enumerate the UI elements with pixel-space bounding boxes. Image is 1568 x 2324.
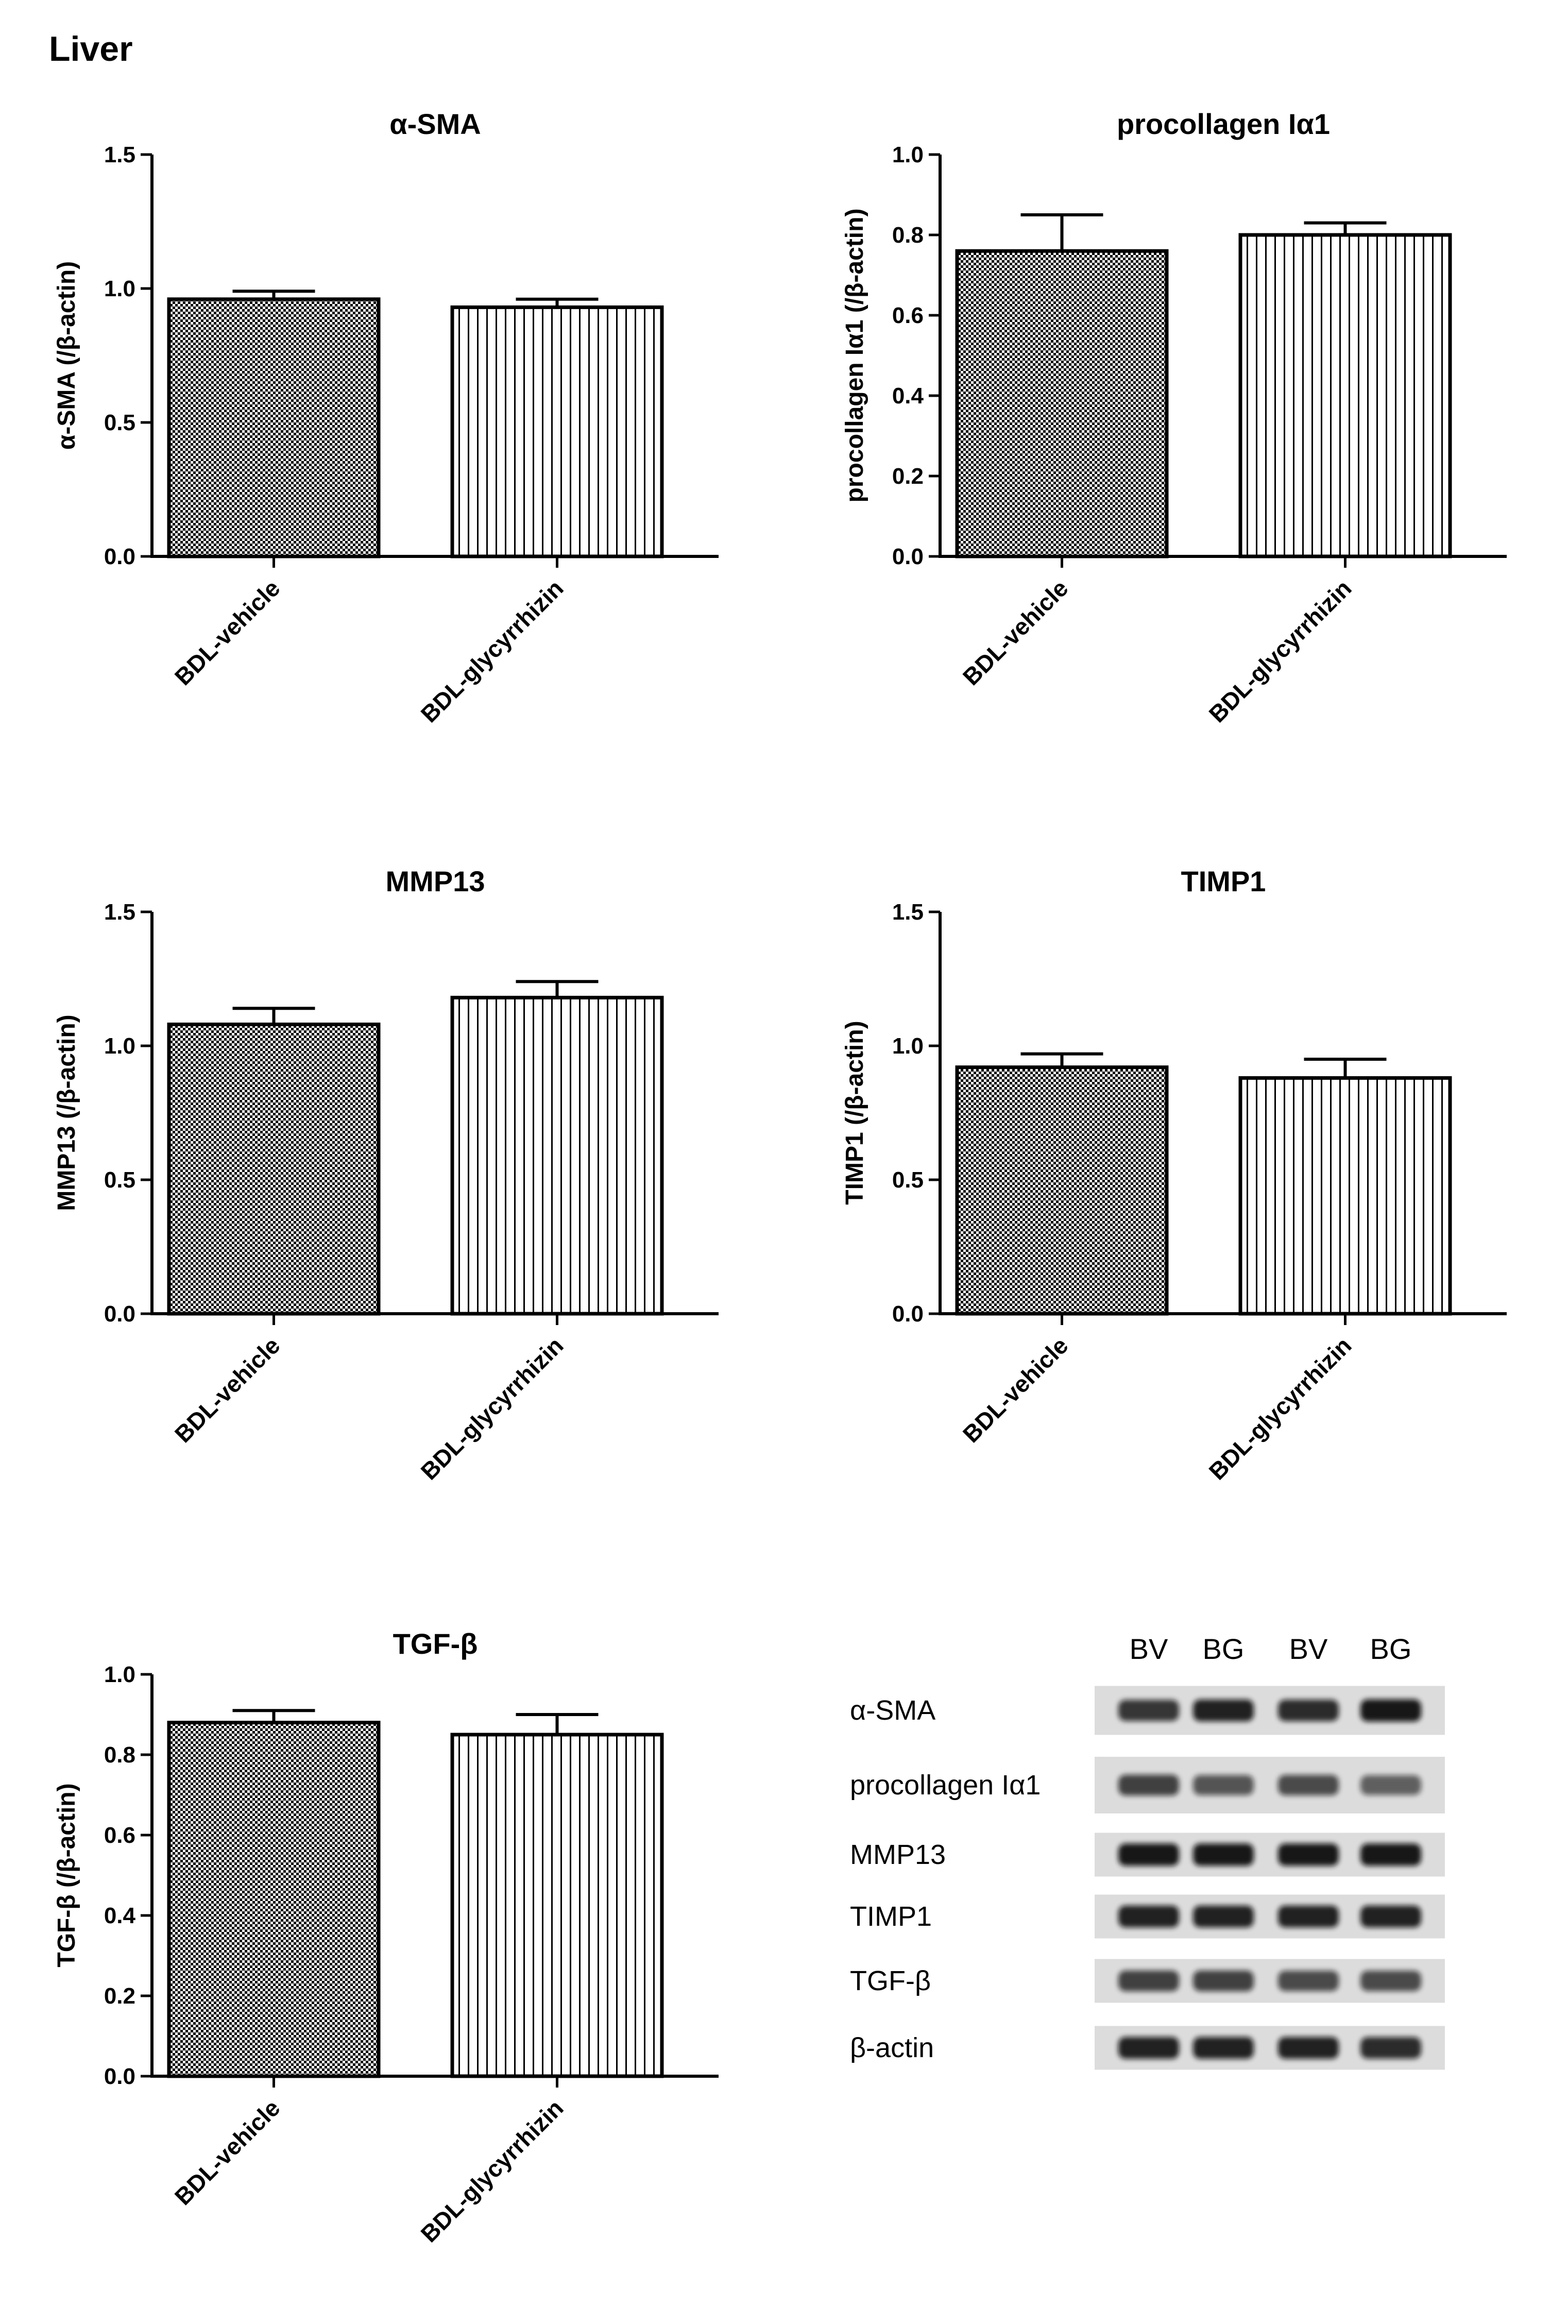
y-tick-label: 0.4 bbox=[892, 383, 924, 409]
y-tick-label: 0.4 bbox=[104, 1903, 136, 1928]
y-tick-label: 1.0 bbox=[892, 1033, 924, 1059]
blot-band bbox=[1193, 1970, 1254, 1992]
chart-timp1: TIMP1 TIMP1 (/β-actin) 0.0 0.5 1.0 1.5 BDL-veh… bbox=[841, 865, 1507, 1485]
x-category-label: BDL-vehicle bbox=[958, 1332, 1073, 1448]
x-category-label: BDL-vehicle bbox=[169, 574, 285, 690]
bar-bdl-glycyrrhizin bbox=[1238, 1076, 1452, 1316]
y-tick-label: 0.5 bbox=[104, 410, 135, 435]
chart-title: TGF-β bbox=[393, 1627, 478, 1660]
bar-bdl-vehicle bbox=[955, 1065, 1169, 1316]
y-tick-label: 0.0 bbox=[104, 544, 135, 569]
blot-band bbox=[1118, 1700, 1179, 1721]
y-tick-label: 1.0 bbox=[104, 1033, 135, 1059]
x-category-label: BDL-glycyrrhizin bbox=[416, 574, 569, 727]
chart-tgf-beta: TGF-β TGF-β (/β-actin) 0.0 0.2 0.4 0.6 0.8 1.0 B… bbox=[53, 1627, 719, 2247]
western-blot-panel: BV BG BV BG α-SMA procollagen Iα1 MMP13 TIMP1 TG… bbox=[850, 1633, 1445, 2070]
blot-band bbox=[1278, 1843, 1339, 1866]
blot-lane-label: BV bbox=[1130, 1633, 1168, 1665]
blot-band bbox=[1278, 1971, 1339, 1991]
y-axis-label: procollagen Iα1 (/β-actin) bbox=[841, 209, 868, 503]
y-tick-label: 1.0 bbox=[104, 276, 135, 301]
blot-lane-label: BG bbox=[1370, 1633, 1412, 1665]
y-tick-label: 0.5 bbox=[892, 1167, 924, 1193]
y-tick-label: 0.8 bbox=[104, 1742, 135, 1768]
bar-bdl-glycyrrhizin bbox=[450, 1733, 664, 2078]
blot-row-label: MMP13 bbox=[850, 1839, 946, 1870]
bar-bdl-glycyrrhizin bbox=[450, 995, 664, 1316]
blot-lane-label: BV bbox=[1289, 1633, 1328, 1665]
x-category-label: BDL-glycyrrhizin bbox=[1204, 574, 1357, 727]
blot-band bbox=[1278, 1905, 1339, 1928]
chart-title: procollagen Iα1 bbox=[1117, 108, 1330, 140]
blot-row-label: α-SMA bbox=[850, 1695, 935, 1726]
blot-row-label: TIMP1 bbox=[850, 1901, 932, 1932]
blot-band bbox=[1193, 1775, 1254, 1795]
y-tick-label: 1.5 bbox=[104, 142, 135, 167]
y-tick-label: 0.6 bbox=[892, 303, 924, 328]
y-tick-label: 0.0 bbox=[892, 544, 924, 569]
blot-band bbox=[1278, 1775, 1339, 1795]
blot-lane-label: BG bbox=[1203, 1633, 1245, 1665]
blot-band bbox=[1118, 1774, 1179, 1796]
bar-bdl-vehicle bbox=[167, 297, 381, 558]
blot-band bbox=[1118, 1905, 1179, 1928]
blot-band bbox=[1360, 2037, 1421, 2059]
blot-band bbox=[1193, 1843, 1254, 1866]
y-tick-label: 0.0 bbox=[104, 2064, 135, 2089]
y-tick-label: 0.5 bbox=[104, 1167, 135, 1193]
blot-band bbox=[1278, 2037, 1339, 2059]
figure-title: Liver bbox=[49, 29, 133, 69]
chart-title: TIMP1 bbox=[1181, 865, 1266, 897]
x-category-label: BDL-vehicle bbox=[169, 2094, 285, 2210]
blot-band bbox=[1360, 1775, 1421, 1795]
y-tick-label: 0.6 bbox=[104, 1823, 135, 1848]
chart-alpha-sma: α-SMA α-SMA (/β-actin) 0.0 0.5 1.0 1.5 BDL-veh… bbox=[53, 108, 719, 727]
y-tick-label: 1.5 bbox=[892, 900, 924, 925]
y-tick-label: 0.2 bbox=[892, 464, 924, 489]
x-category-label: BDL-vehicle bbox=[958, 574, 1073, 690]
blot-band bbox=[1118, 2037, 1179, 2059]
chart-mmp13: MMP13 MMP13 (/β-actin) 0.0 0.5 1.0 1.5 BDL-veh… bbox=[53, 865, 719, 1485]
blot-band bbox=[1278, 1700, 1339, 1721]
bar-bdl-vehicle bbox=[167, 1022, 381, 1316]
y-axis-label: TGF-β (/β-actin) bbox=[53, 1783, 80, 1967]
x-category-label: BDL-glycyrrhizin bbox=[1204, 1332, 1357, 1485]
bar-bdl-vehicle bbox=[167, 1721, 381, 2078]
x-category-label: BDL-vehicle bbox=[169, 1332, 285, 1448]
blot-band bbox=[1193, 1699, 1254, 1722]
blot-row-label: procollagen Iα1 bbox=[850, 1770, 1041, 1801]
y-tick-label: 1.0 bbox=[104, 1662, 135, 1687]
y-axis-label: TIMP1 (/β-actin) bbox=[841, 1021, 868, 1205]
x-category-label: BDL-glycyrrhizin bbox=[416, 2094, 569, 2247]
blot-band bbox=[1193, 2037, 1254, 2059]
chart-procollagen: procollagen Iα1 procollagen Iα1 (/β-actin… bbox=[841, 108, 1507, 727]
blot-band bbox=[1360, 1971, 1421, 1991]
blot-band bbox=[1360, 1843, 1421, 1866]
x-category-label: BDL-glycyrrhizin bbox=[416, 1332, 569, 1485]
chart-title: MMP13 bbox=[386, 865, 485, 897]
blot-row-label: β-actin bbox=[850, 2032, 934, 2063]
y-tick-label: 0.2 bbox=[104, 1983, 135, 2009]
blot-band bbox=[1193, 1905, 1254, 1928]
bar-bdl-vehicle bbox=[955, 249, 1169, 558]
bar-bdl-glycyrrhizin bbox=[1238, 233, 1452, 558]
y-tick-label: 1.0 bbox=[892, 142, 924, 167]
y-tick-label: 0.0 bbox=[892, 1301, 924, 1327]
blot-band bbox=[1118, 1970, 1179, 1992]
y-tick-label: 1.5 bbox=[104, 900, 135, 925]
blot-band bbox=[1118, 1843, 1179, 1866]
y-axis-label: MMP13 (/β-actin) bbox=[53, 1014, 80, 1211]
chart-title: α-SMA bbox=[389, 108, 481, 140]
y-axis-label: α-SMA (/β-actin) bbox=[53, 261, 80, 450]
bar-bdl-glycyrrhizin bbox=[450, 305, 664, 558]
y-tick-label: 0.0 bbox=[104, 1301, 135, 1327]
blot-band bbox=[1360, 1699, 1421, 1722]
y-tick-label: 0.8 bbox=[892, 223, 924, 248]
blot-band bbox=[1360, 1905, 1421, 1928]
blot-row-label: TGF-β bbox=[850, 1965, 931, 1996]
